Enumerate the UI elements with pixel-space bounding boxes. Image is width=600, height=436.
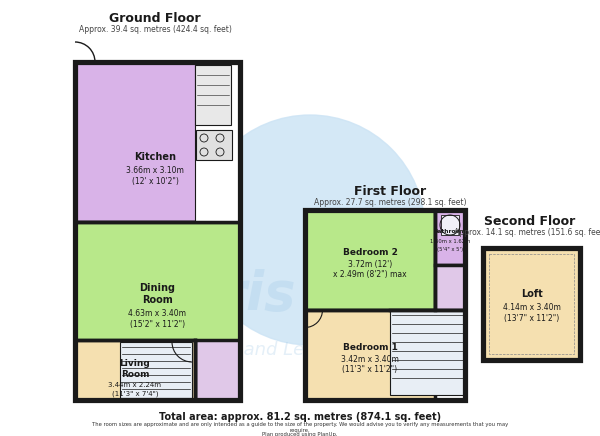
Text: Ground Floor: Ground Floor (109, 12, 201, 25)
Circle shape (195, 115, 425, 345)
Text: 4.14m x 3.40m: 4.14m x 3.40m (503, 303, 560, 311)
Text: x 2.49m (8'2") max: x 2.49m (8'2") max (333, 269, 407, 279)
Bar (489, 254, 574, 354)
Bar (305, 310, 435, 400)
Text: Loft: Loft (521, 289, 542, 299)
Text: Total area: approx. 81.2 sq. metres (874.1 sq. feet): Total area: approx. 81.2 sq. metres (874… (159, 412, 441, 422)
Text: Living: Living (119, 358, 151, 368)
Text: (12' x 10'2"): (12' x 10'2") (131, 177, 178, 185)
Bar (75, 62, 240, 400)
Text: (11'3" x 7'4"): (11'3" x 7'4") (112, 391, 158, 397)
Text: The room sizes are approximate and are only intended as a guide to the size of t: The room sizes are approximate and are o… (92, 422, 508, 427)
Bar (435, 210, 465, 265)
Text: ris: ris (220, 269, 296, 321)
Bar (435, 265, 465, 310)
Text: Second Floor: Second Floor (484, 215, 575, 228)
Text: Plan produced using PlanUp.: Plan produced using PlanUp. (262, 432, 338, 436)
Bar (75, 222, 240, 370)
Text: require.: require. (290, 428, 310, 433)
Text: (5'4" x 5'): (5'4" x 5') (437, 247, 463, 252)
Bar (305, 210, 435, 310)
Text: Dining: Dining (139, 283, 176, 293)
Text: (13'7" x 11'2"): (13'7" x 11'2") (504, 313, 559, 323)
Text: Approx. 14.1 sq. metres (151.6 sq. feet): Approx. 14.1 sq. metres (151.6 sq. feet) (454, 228, 600, 237)
Text: 1.60m x 1.62m: 1.60m x 1.62m (430, 239, 470, 244)
Text: Bedroom 2: Bedroom 2 (343, 248, 397, 256)
Bar (195, 340, 240, 400)
Text: Approx. 39.4 sq. metres (424.4 sq. feet): Approx. 39.4 sq. metres (424.4 sq. feet) (79, 25, 232, 34)
Text: (15'2" x 11'2"): (15'2" x 11'2") (130, 320, 185, 328)
Text: 3.72m (12'): 3.72m (12') (348, 259, 392, 269)
Bar (390, 310, 465, 395)
Text: Room: Room (121, 369, 149, 378)
Bar (441, 215, 459, 235)
Bar (75, 62, 235, 222)
Bar (305, 210, 465, 400)
Text: 4.63m x 3.40m: 4.63m x 3.40m (128, 309, 187, 317)
Text: Bathroom: Bathroom (434, 229, 466, 234)
Bar (195, 62, 240, 222)
Text: Approx. 27.7 sq. metres (298.1 sq. feet): Approx. 27.7 sq. metres (298.1 sq. feet) (314, 198, 466, 207)
Text: 3.44m x 2.24m: 3.44m x 2.24m (109, 382, 161, 388)
Text: Room: Room (142, 295, 173, 305)
Text: Bedroom 1: Bedroom 1 (343, 343, 397, 351)
Text: 3.42m x 3.40m: 3.42m x 3.40m (341, 354, 399, 364)
Text: 3.66m x 3.10m: 3.66m x 3.10m (126, 166, 184, 174)
Bar (196, 130, 232, 160)
Bar (195, 65, 231, 125)
Bar (483, 248, 580, 360)
Bar (120, 342, 192, 398)
Bar (75, 340, 195, 400)
Text: Kitchen: Kitchen (134, 152, 176, 162)
Text: Sales and Lettings: Sales and Lettings (190, 341, 355, 359)
Text: First Floor: First Floor (354, 185, 426, 198)
Text: (11'3" x 11'2"): (11'3" x 11'2") (343, 364, 398, 374)
